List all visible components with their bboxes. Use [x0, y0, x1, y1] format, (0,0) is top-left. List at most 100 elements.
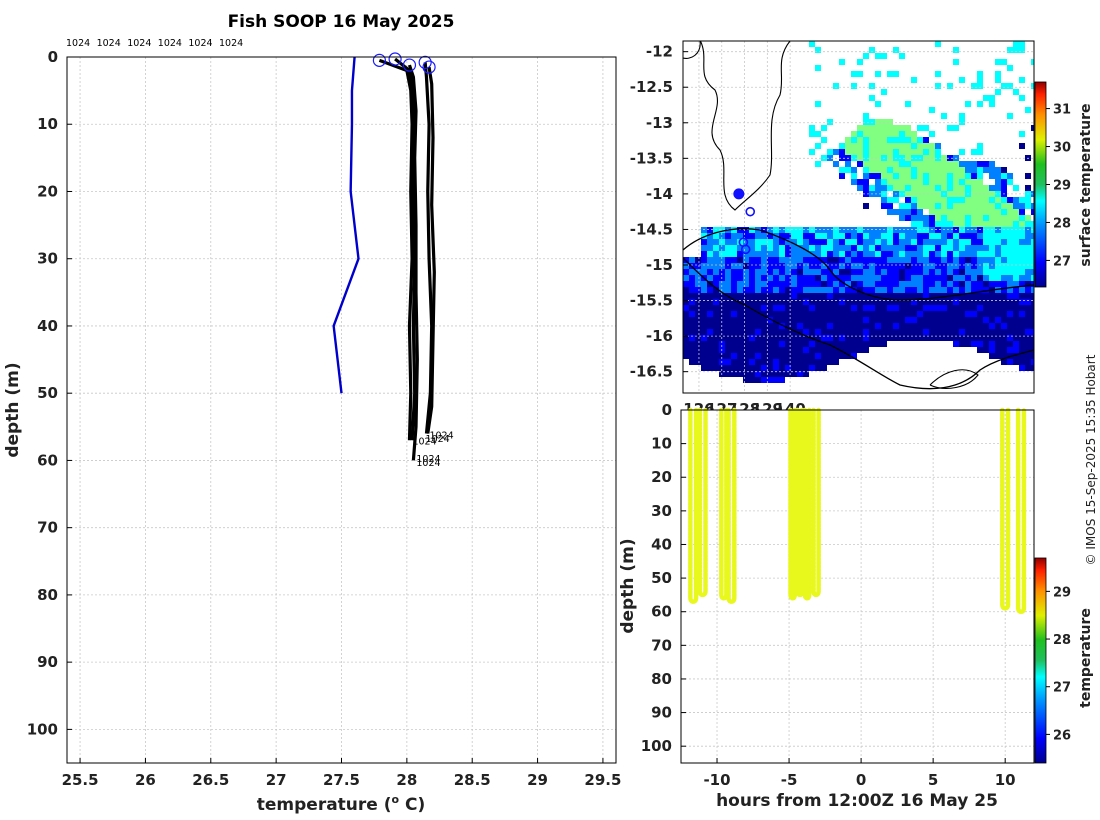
sst-cell — [827, 299, 833, 305]
sst-cell — [899, 227, 905, 233]
sst-cell — [953, 341, 959, 347]
sst-cell — [1001, 239, 1007, 245]
sst-cell — [1019, 77, 1025, 83]
sst-cell — [887, 209, 893, 215]
sst-cell — [827, 335, 833, 341]
sst-cell — [833, 359, 839, 365]
sst-cell — [983, 323, 989, 329]
sst-cell — [731, 293, 737, 299]
sst-cell — [815, 293, 821, 299]
sst-cell — [851, 257, 857, 263]
sst-cell — [719, 317, 725, 323]
sst-cell — [977, 239, 983, 245]
sst-cell — [1001, 251, 1007, 257]
sst-cell — [809, 323, 815, 329]
sst-cell — [833, 227, 839, 233]
sst-cell — [917, 227, 923, 233]
sst-cell — [731, 323, 737, 329]
sst-cell — [917, 209, 923, 215]
sst-cell — [731, 257, 737, 263]
sst-cell — [899, 149, 905, 155]
sst-cell — [731, 371, 737, 377]
sst-cell — [1031, 275, 1034, 281]
sst-cell — [851, 329, 857, 335]
profile-y-tick-label: 60 — [37, 451, 58, 469]
sst-cell — [707, 347, 713, 353]
sst-cell — [797, 347, 803, 353]
sst-cell — [791, 269, 797, 275]
sst-cell — [905, 173, 911, 179]
sst-cell — [857, 125, 863, 131]
sst-cell — [905, 257, 911, 263]
sst-cell — [803, 335, 809, 341]
sst-cell — [923, 281, 929, 287]
sst-cell — [941, 233, 947, 239]
sst-cell — [881, 335, 887, 341]
sst-cell — [983, 335, 989, 341]
sst-cell — [695, 275, 701, 281]
sst-cell — [971, 317, 977, 323]
time-depth-y-tick-label: 50 — [651, 569, 672, 587]
sst-cell — [977, 329, 983, 335]
sst-cell — [785, 329, 791, 335]
sst-cell — [701, 287, 707, 293]
time-depth-y-tick-label: 100 — [641, 737, 672, 755]
sst-cell — [767, 257, 773, 263]
sst-cell — [1025, 215, 1031, 221]
sst-cell — [923, 227, 929, 233]
sst-cell — [707, 245, 713, 251]
sst-cell — [923, 287, 929, 293]
map-y-ticks: -12-12.5-13-13.5-14-14.5-15-15.5-16-16.5 — [630, 43, 688, 381]
sst-cell — [707, 263, 713, 269]
sst-cell — [851, 149, 857, 155]
sst-cell — [1001, 227, 1007, 233]
sst-cell — [1001, 311, 1007, 317]
sst-cell — [899, 329, 905, 335]
sst-cell — [995, 227, 1001, 233]
sst-cell — [977, 209, 983, 215]
sst-cell — [761, 239, 767, 245]
sst-cell — [689, 329, 695, 335]
sst-cell — [887, 137, 893, 143]
sst-cell — [791, 233, 797, 239]
sst-cell — [767, 275, 773, 281]
sst-cell — [1013, 185, 1019, 191]
sst-cell — [899, 317, 905, 323]
sst-cell — [1019, 245, 1025, 251]
time-depth-x-tick-label: 10 — [995, 771, 1016, 789]
sst-cell — [965, 311, 971, 317]
sst-cell — [809, 329, 815, 335]
sst-cell — [833, 251, 839, 257]
sst-cell — [929, 287, 935, 293]
sst-cell — [1019, 269, 1025, 275]
sst-cell — [971, 281, 977, 287]
sst-cell — [803, 293, 809, 299]
sst-cell — [707, 353, 713, 359]
sst-cell — [1013, 263, 1019, 269]
sst-cell — [845, 167, 851, 173]
profile-line — [426, 66, 436, 434]
sst-cell — [713, 317, 719, 323]
sst-cell — [893, 245, 899, 251]
map-coastline — [683, 41, 1034, 390]
sst-cell — [965, 305, 971, 311]
sst-cell — [749, 245, 755, 251]
sst-cell — [1013, 329, 1019, 335]
sst-cell — [977, 185, 983, 191]
sst-cell — [959, 191, 965, 197]
sst-cell — [869, 257, 875, 263]
sst-cell — [1013, 359, 1019, 365]
sst-cell — [725, 359, 731, 365]
sst-cell — [683, 323, 689, 329]
sst-cell — [881, 89, 887, 95]
sst-cell — [851, 179, 857, 185]
sst-cell — [1025, 197, 1031, 203]
sst-cell — [983, 161, 989, 167]
sst-cell — [863, 245, 869, 251]
sst-cell — [785, 263, 791, 269]
sst-cell — [959, 299, 965, 305]
sst-cell — [707, 305, 713, 311]
sst-cell — [725, 275, 731, 281]
sst-cell — [1019, 287, 1025, 293]
sst-cell — [947, 203, 953, 209]
